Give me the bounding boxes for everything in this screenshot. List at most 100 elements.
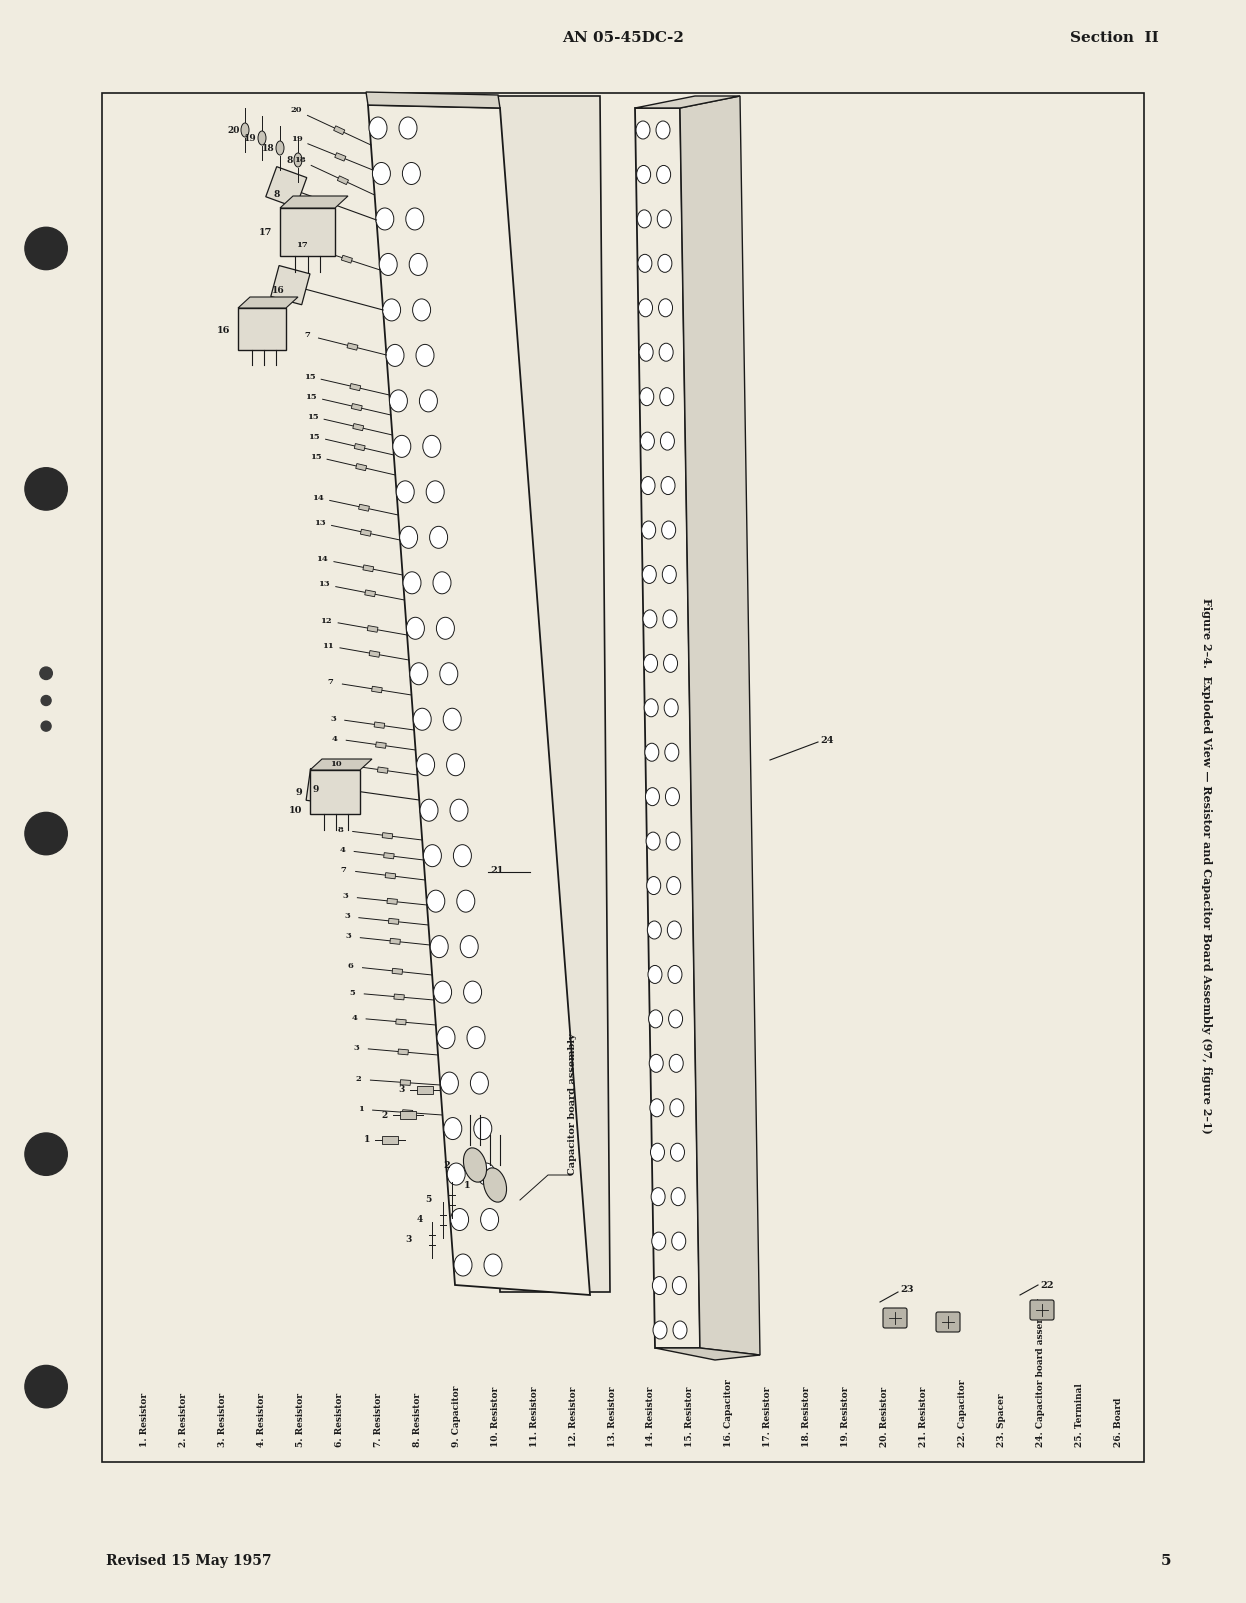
Polygon shape — [655, 1348, 760, 1359]
Ellipse shape — [294, 152, 302, 167]
Text: 4: 4 — [351, 1013, 358, 1021]
Polygon shape — [307, 768, 343, 805]
Text: 20: 20 — [228, 125, 240, 135]
Text: 15: 15 — [309, 452, 321, 460]
Ellipse shape — [672, 1188, 685, 1205]
Text: 7: 7 — [341, 866, 346, 874]
Ellipse shape — [655, 120, 670, 139]
Text: 23: 23 — [900, 1286, 913, 1295]
Text: 11: 11 — [323, 641, 334, 649]
Ellipse shape — [420, 390, 437, 412]
Ellipse shape — [277, 141, 284, 155]
Polygon shape — [334, 125, 345, 135]
Ellipse shape — [409, 253, 427, 276]
Ellipse shape — [379, 253, 397, 276]
Polygon shape — [356, 463, 366, 471]
Text: 23. Spacer: 23. Spacer — [997, 1393, 1007, 1448]
Ellipse shape — [410, 662, 427, 684]
Polygon shape — [359, 505, 369, 511]
Text: 7. Resistor: 7. Resistor — [374, 1393, 383, 1448]
Ellipse shape — [667, 832, 680, 850]
Text: Capacitor board assembly: Capacitor board assembly — [568, 1034, 577, 1175]
Ellipse shape — [650, 1143, 664, 1161]
Text: 2: 2 — [444, 1161, 450, 1170]
Text: 5: 5 — [426, 1196, 432, 1204]
Polygon shape — [375, 742, 386, 749]
Ellipse shape — [406, 208, 424, 229]
Polygon shape — [338, 176, 349, 184]
Text: 5. Resistor: 5. Resistor — [295, 1393, 304, 1448]
Ellipse shape — [483, 1169, 507, 1202]
Circle shape — [41, 696, 51, 705]
Ellipse shape — [412, 298, 431, 321]
Text: 14: 14 — [316, 555, 328, 563]
Text: 14. Resistor: 14. Resistor — [647, 1387, 655, 1448]
FancyBboxPatch shape — [400, 1111, 416, 1119]
Text: 3: 3 — [330, 715, 335, 723]
Text: 15: 15 — [307, 412, 318, 420]
Ellipse shape — [673, 1276, 687, 1295]
Ellipse shape — [399, 117, 417, 139]
FancyBboxPatch shape — [310, 769, 360, 814]
Circle shape — [25, 1133, 67, 1175]
Polygon shape — [335, 152, 346, 160]
Text: 15: 15 — [308, 433, 320, 441]
Text: 20: 20 — [290, 106, 303, 114]
Ellipse shape — [657, 165, 670, 183]
Ellipse shape — [258, 131, 265, 144]
Ellipse shape — [648, 965, 662, 984]
Ellipse shape — [650, 1098, 664, 1117]
Text: 19: 19 — [290, 135, 303, 143]
Ellipse shape — [668, 922, 682, 939]
Polygon shape — [385, 872, 396, 878]
Ellipse shape — [454, 1254, 472, 1276]
Text: 2: 2 — [355, 1076, 361, 1084]
Ellipse shape — [437, 1026, 455, 1048]
Text: 8: 8 — [287, 155, 293, 165]
Ellipse shape — [647, 832, 660, 850]
Ellipse shape — [642, 566, 657, 583]
Text: Revised 15 May 1957: Revised 15 May 1957 — [106, 1553, 272, 1568]
Ellipse shape — [642, 521, 655, 539]
Polygon shape — [400, 1080, 410, 1085]
FancyBboxPatch shape — [1030, 1300, 1054, 1319]
Text: 6. Resistor: 6. Resistor — [335, 1393, 344, 1448]
Ellipse shape — [638, 255, 652, 273]
Ellipse shape — [637, 210, 652, 228]
Text: 22. Capacitor: 22. Capacitor — [958, 1380, 967, 1448]
Text: 24. Capacitor board assembly: 24. Capacitor board assembly — [1037, 1298, 1045, 1448]
Text: 7: 7 — [328, 678, 334, 686]
Ellipse shape — [454, 845, 471, 867]
Ellipse shape — [660, 388, 674, 406]
Text: 1: 1 — [358, 1106, 364, 1112]
Ellipse shape — [383, 298, 401, 321]
Polygon shape — [396, 1020, 406, 1024]
Text: 25. Terminal: 25. Terminal — [1075, 1383, 1084, 1448]
Polygon shape — [635, 96, 740, 107]
Text: 8. Resistor: 8. Resistor — [412, 1393, 421, 1448]
Text: 20. Resistor: 20. Resistor — [881, 1387, 890, 1448]
Ellipse shape — [400, 526, 417, 548]
Ellipse shape — [373, 162, 390, 184]
FancyBboxPatch shape — [280, 208, 335, 256]
Ellipse shape — [659, 298, 673, 317]
Text: 9: 9 — [295, 787, 302, 797]
FancyBboxPatch shape — [936, 1311, 959, 1332]
Ellipse shape — [672, 1233, 685, 1250]
Ellipse shape — [637, 165, 650, 183]
Circle shape — [25, 1366, 67, 1407]
Ellipse shape — [386, 345, 404, 367]
Text: 3: 3 — [345, 933, 351, 941]
Text: 10. Resistor: 10. Resistor — [491, 1387, 500, 1448]
Text: 6: 6 — [348, 962, 354, 970]
Ellipse shape — [426, 481, 445, 503]
Ellipse shape — [663, 609, 677, 628]
Ellipse shape — [464, 1148, 486, 1181]
Ellipse shape — [639, 388, 654, 406]
Text: 19. Resistor: 19. Resistor — [841, 1387, 851, 1448]
Ellipse shape — [483, 1254, 502, 1276]
Ellipse shape — [649, 1010, 663, 1028]
Ellipse shape — [639, 343, 653, 361]
Ellipse shape — [667, 877, 680, 894]
Polygon shape — [341, 255, 353, 263]
